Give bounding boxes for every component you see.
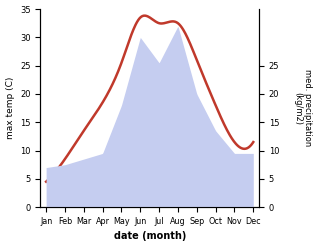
Y-axis label: med. precipitation
(kg/m2): med. precipitation (kg/m2) — [293, 69, 313, 147]
X-axis label: date (month): date (month) — [114, 231, 186, 242]
Y-axis label: max temp (C): max temp (C) — [5, 77, 15, 139]
